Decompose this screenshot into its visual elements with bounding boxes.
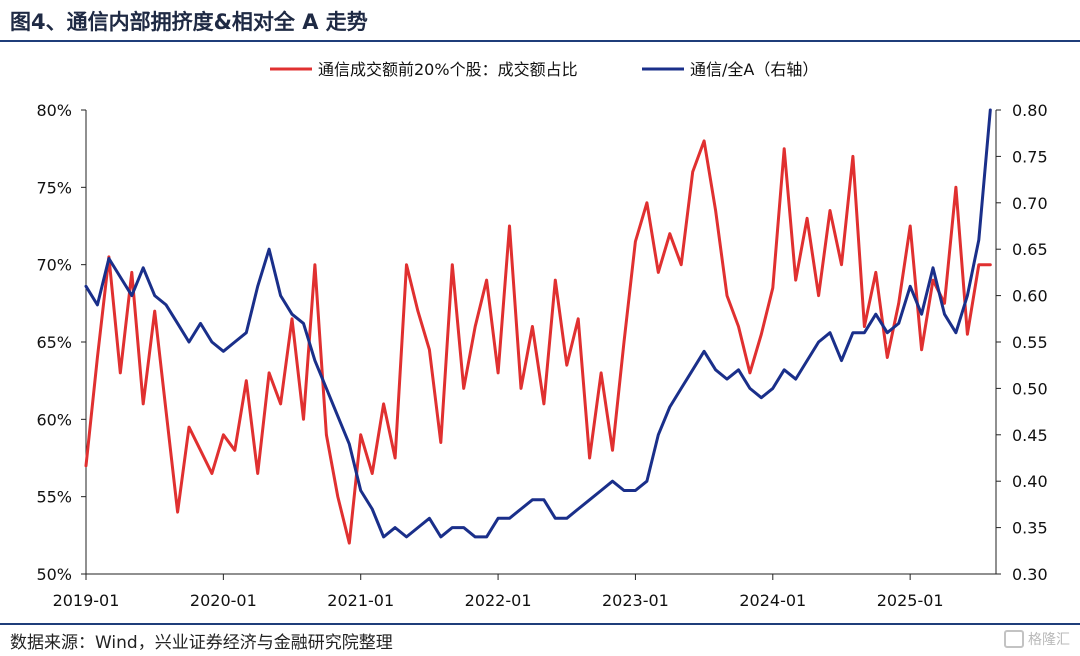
right-tick-label: 0.75 bbox=[1012, 147, 1048, 166]
left-tick-label: 75% bbox=[36, 178, 72, 197]
right-tick-label: 0.55 bbox=[1012, 333, 1048, 352]
right-tick-label: 0.45 bbox=[1012, 426, 1048, 445]
x-tick-label: 2019-01 bbox=[53, 591, 120, 610]
footer-divider bbox=[0, 623, 1080, 625]
series-line-turnover-share bbox=[84, 139, 992, 545]
left-tick-label: 65% bbox=[36, 333, 72, 352]
legend-label-series2: 通信/全A（右轴） bbox=[690, 60, 818, 79]
source-note: 数据来源：Wind，兴业证券经济与金融研究院整理 bbox=[10, 633, 393, 653]
right-tick-label: 0.40 bbox=[1012, 472, 1048, 491]
watermark-text: 格隆汇 bbox=[1028, 632, 1070, 648]
watermark-logo-icon bbox=[1004, 630, 1024, 648]
right-tick-label: 0.60 bbox=[1012, 287, 1048, 306]
right-tick-label: 0.35 bbox=[1012, 519, 1048, 538]
x-tick-label: 2023-01 bbox=[602, 591, 669, 610]
series-line-relative-strength bbox=[84, 108, 992, 539]
left-tick-label: 60% bbox=[36, 410, 72, 429]
left-tick-label: 50% bbox=[36, 565, 72, 584]
chart-title: 图4、通信内部拥挤度&相对全 A 走势 bbox=[10, 10, 368, 34]
left-tick-label: 55% bbox=[36, 488, 72, 507]
title-divider bbox=[0, 40, 1080, 42]
right-tick-label: 0.80 bbox=[1012, 101, 1048, 120]
series-layer bbox=[84, 108, 992, 545]
left-tick-label: 80% bbox=[36, 101, 72, 120]
right-tick-label: 0.65 bbox=[1012, 240, 1048, 259]
x-tick-label: 2021-01 bbox=[327, 591, 394, 610]
chart-area: 通信成交额前20%个股：成交额占比 通信/全A（右轴） 50% 55% 60% 65%… bbox=[36, 60, 1047, 610]
left-tick-label: 70% bbox=[36, 256, 72, 275]
axes: 50% 55% 60% 65% 70% 75% 80% 0.30 0.35 0.40 0.45 0.5… bbox=[36, 101, 1047, 610]
x-tick-label: 2024-01 bbox=[739, 591, 806, 610]
x-tick-label: 2020-01 bbox=[190, 591, 257, 610]
x-tick-label: 2025-01 bbox=[877, 591, 944, 610]
right-tick-label: 0.70 bbox=[1012, 194, 1048, 213]
legend: 通信成交额前20%个股：成交额占比 通信/全A（右轴） bbox=[270, 60, 818, 79]
right-tick-label: 0.30 bbox=[1012, 565, 1048, 584]
legend-label-series1: 通信成交额前20%个股：成交额占比 bbox=[318, 60, 578, 79]
watermark: 格隆汇 bbox=[1004, 629, 1070, 649]
right-tick-label: 0.50 bbox=[1012, 379, 1048, 398]
x-tick-label: 2022-01 bbox=[465, 591, 532, 610]
